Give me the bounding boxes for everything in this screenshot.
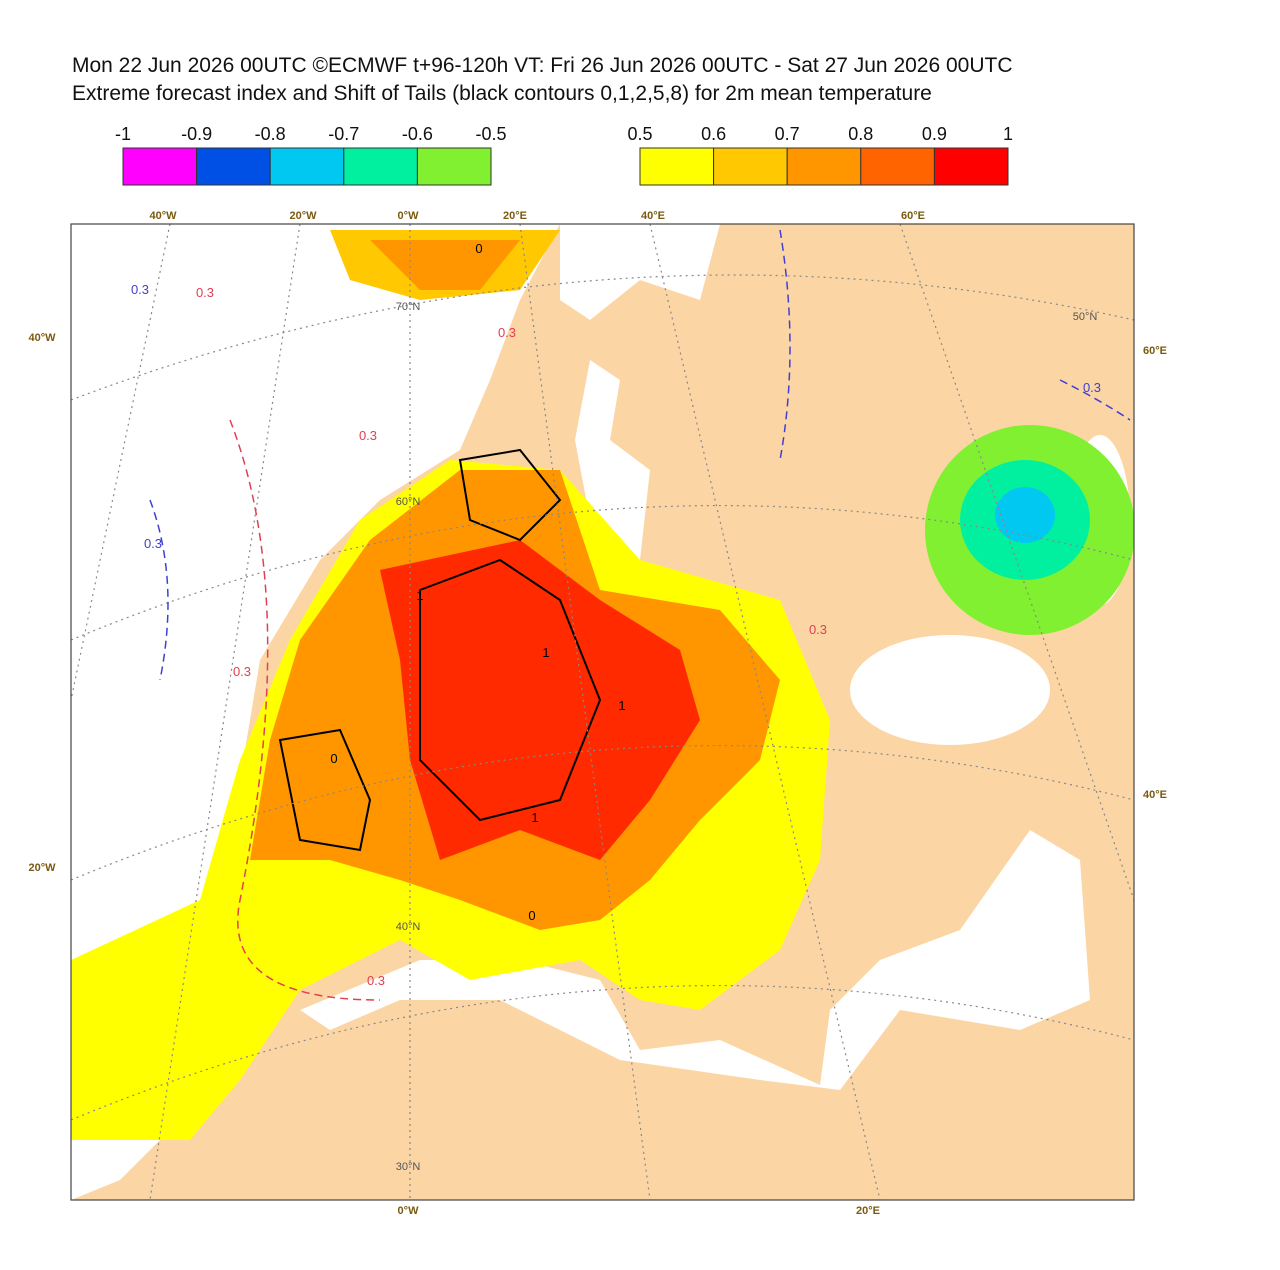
colorbar-segment [786, 147, 862, 186]
contour-label: 0.3 [809, 622, 827, 637]
contour-label: 0 [475, 241, 482, 256]
coordinate-label: 40°E [641, 210, 665, 222]
contour-label: 0.3 [233, 664, 251, 679]
colorbar-tick-label: 0.9 [922, 124, 947, 144]
contour-label: 0.3 [144, 536, 162, 551]
contour-label: 0.3 [196, 285, 214, 300]
coordinate-label: 20°W [28, 862, 56, 874]
coordinate-label: 70°N [396, 301, 421, 313]
map-frame [70, 223, 1135, 1201]
contour-label: 0.3 [131, 282, 149, 297]
colorbar-tick-label: -0.7 [328, 124, 359, 144]
sot-contour [278, 448, 602, 852]
colorbar-segment [713, 147, 788, 186]
colorbar-segment [860, 147, 935, 186]
colorbars: -1 -0.9 -0.8 -0.7 -0.6 -0.5 0.5 0.6 0.7 0.8 0.9 1 [115, 124, 1013, 186]
colorbar-segment [343, 147, 418, 186]
contour-label: 1 [531, 810, 538, 825]
graticule [71, 224, 1134, 1200]
colorbar-segment [639, 147, 715, 186]
contour-label: 1 [618, 698, 625, 713]
contour-label: 0.3 [367, 973, 385, 988]
coordinate-label: 60°E [901, 210, 925, 222]
coordinate-label: 40°W [149, 210, 177, 222]
colorbar-tick-label: 0.6 [701, 124, 726, 144]
subtitle: Extreme forecast index and Shift of Tail… [72, 82, 932, 105]
coordinate-label: 60°E [1143, 345, 1167, 357]
coordinate-label: 50°N [1073, 311, 1098, 323]
colorbar-tick-label: -0.6 [402, 124, 433, 144]
contour-pos [229, 419, 381, 1001]
map [71, 224, 1134, 1200]
contour-label: 0.3 [359, 428, 377, 443]
coordinate-label: 20°E [856, 1205, 880, 1217]
colorbar-tick-label: -0.5 [475, 124, 506, 144]
map-labels: 40°W 20°W 0°W 20°E 40°E 60°E 40°W 20°W 60°E 40°E 0… [28, 210, 1167, 1217]
contour-neg [149, 229, 1131, 681]
black-sea [850, 635, 1050, 745]
colorbar-segment [269, 147, 345, 186]
colorbar-segment [196, 147, 271, 186]
colorbar-tick-label: 0.8 [848, 124, 873, 144]
coordinate-label: 0°W [398, 1205, 420, 1217]
coordinate-label: 30°N [396, 1161, 421, 1173]
colorbar-tick-label: -0.8 [255, 124, 286, 144]
coordinate-label: 40°N [396, 921, 421, 933]
contour-label: 0 [528, 908, 535, 923]
coordinate-label: 60°N [396, 496, 421, 508]
colorbar-tick-label: -0.9 [181, 124, 212, 144]
colorbar-tick-label: 0.5 [627, 124, 652, 144]
contour-label: 0 [330, 751, 337, 766]
contour-label: 0.3 [1083, 380, 1101, 395]
coordinate-label: 20°W [289, 210, 317, 222]
contour-label: 1 [542, 645, 549, 660]
contour-label: 0.3 [498, 325, 516, 340]
efi-0.7-north [370, 240, 520, 290]
colorbar-tick-label: 0.7 [775, 124, 800, 144]
contour-label: 1 [416, 588, 423, 603]
efi-neg-0.8 [995, 487, 1055, 543]
title: Mon 22 Jun 2026 00UTC ©ECMWF t+96-120h V… [72, 54, 1013, 77]
coordinate-label: 40°W [28, 332, 56, 344]
colorbar-segment [122, 147, 198, 186]
colorbar-tick-label: -1 [115, 124, 131, 144]
coordinate-label: 40°E [1143, 789, 1167, 801]
colorbar-segment [416, 147, 492, 186]
coordinate-label: 0°W [398, 210, 420, 222]
coordinate-label: 20°E [503, 210, 527, 222]
colorbar-segment [933, 147, 1009, 186]
colorbar-tick-label: 1 [1003, 124, 1013, 144]
efi-0.9 [380, 540, 700, 860]
arctic-sea [560, 224, 720, 320]
